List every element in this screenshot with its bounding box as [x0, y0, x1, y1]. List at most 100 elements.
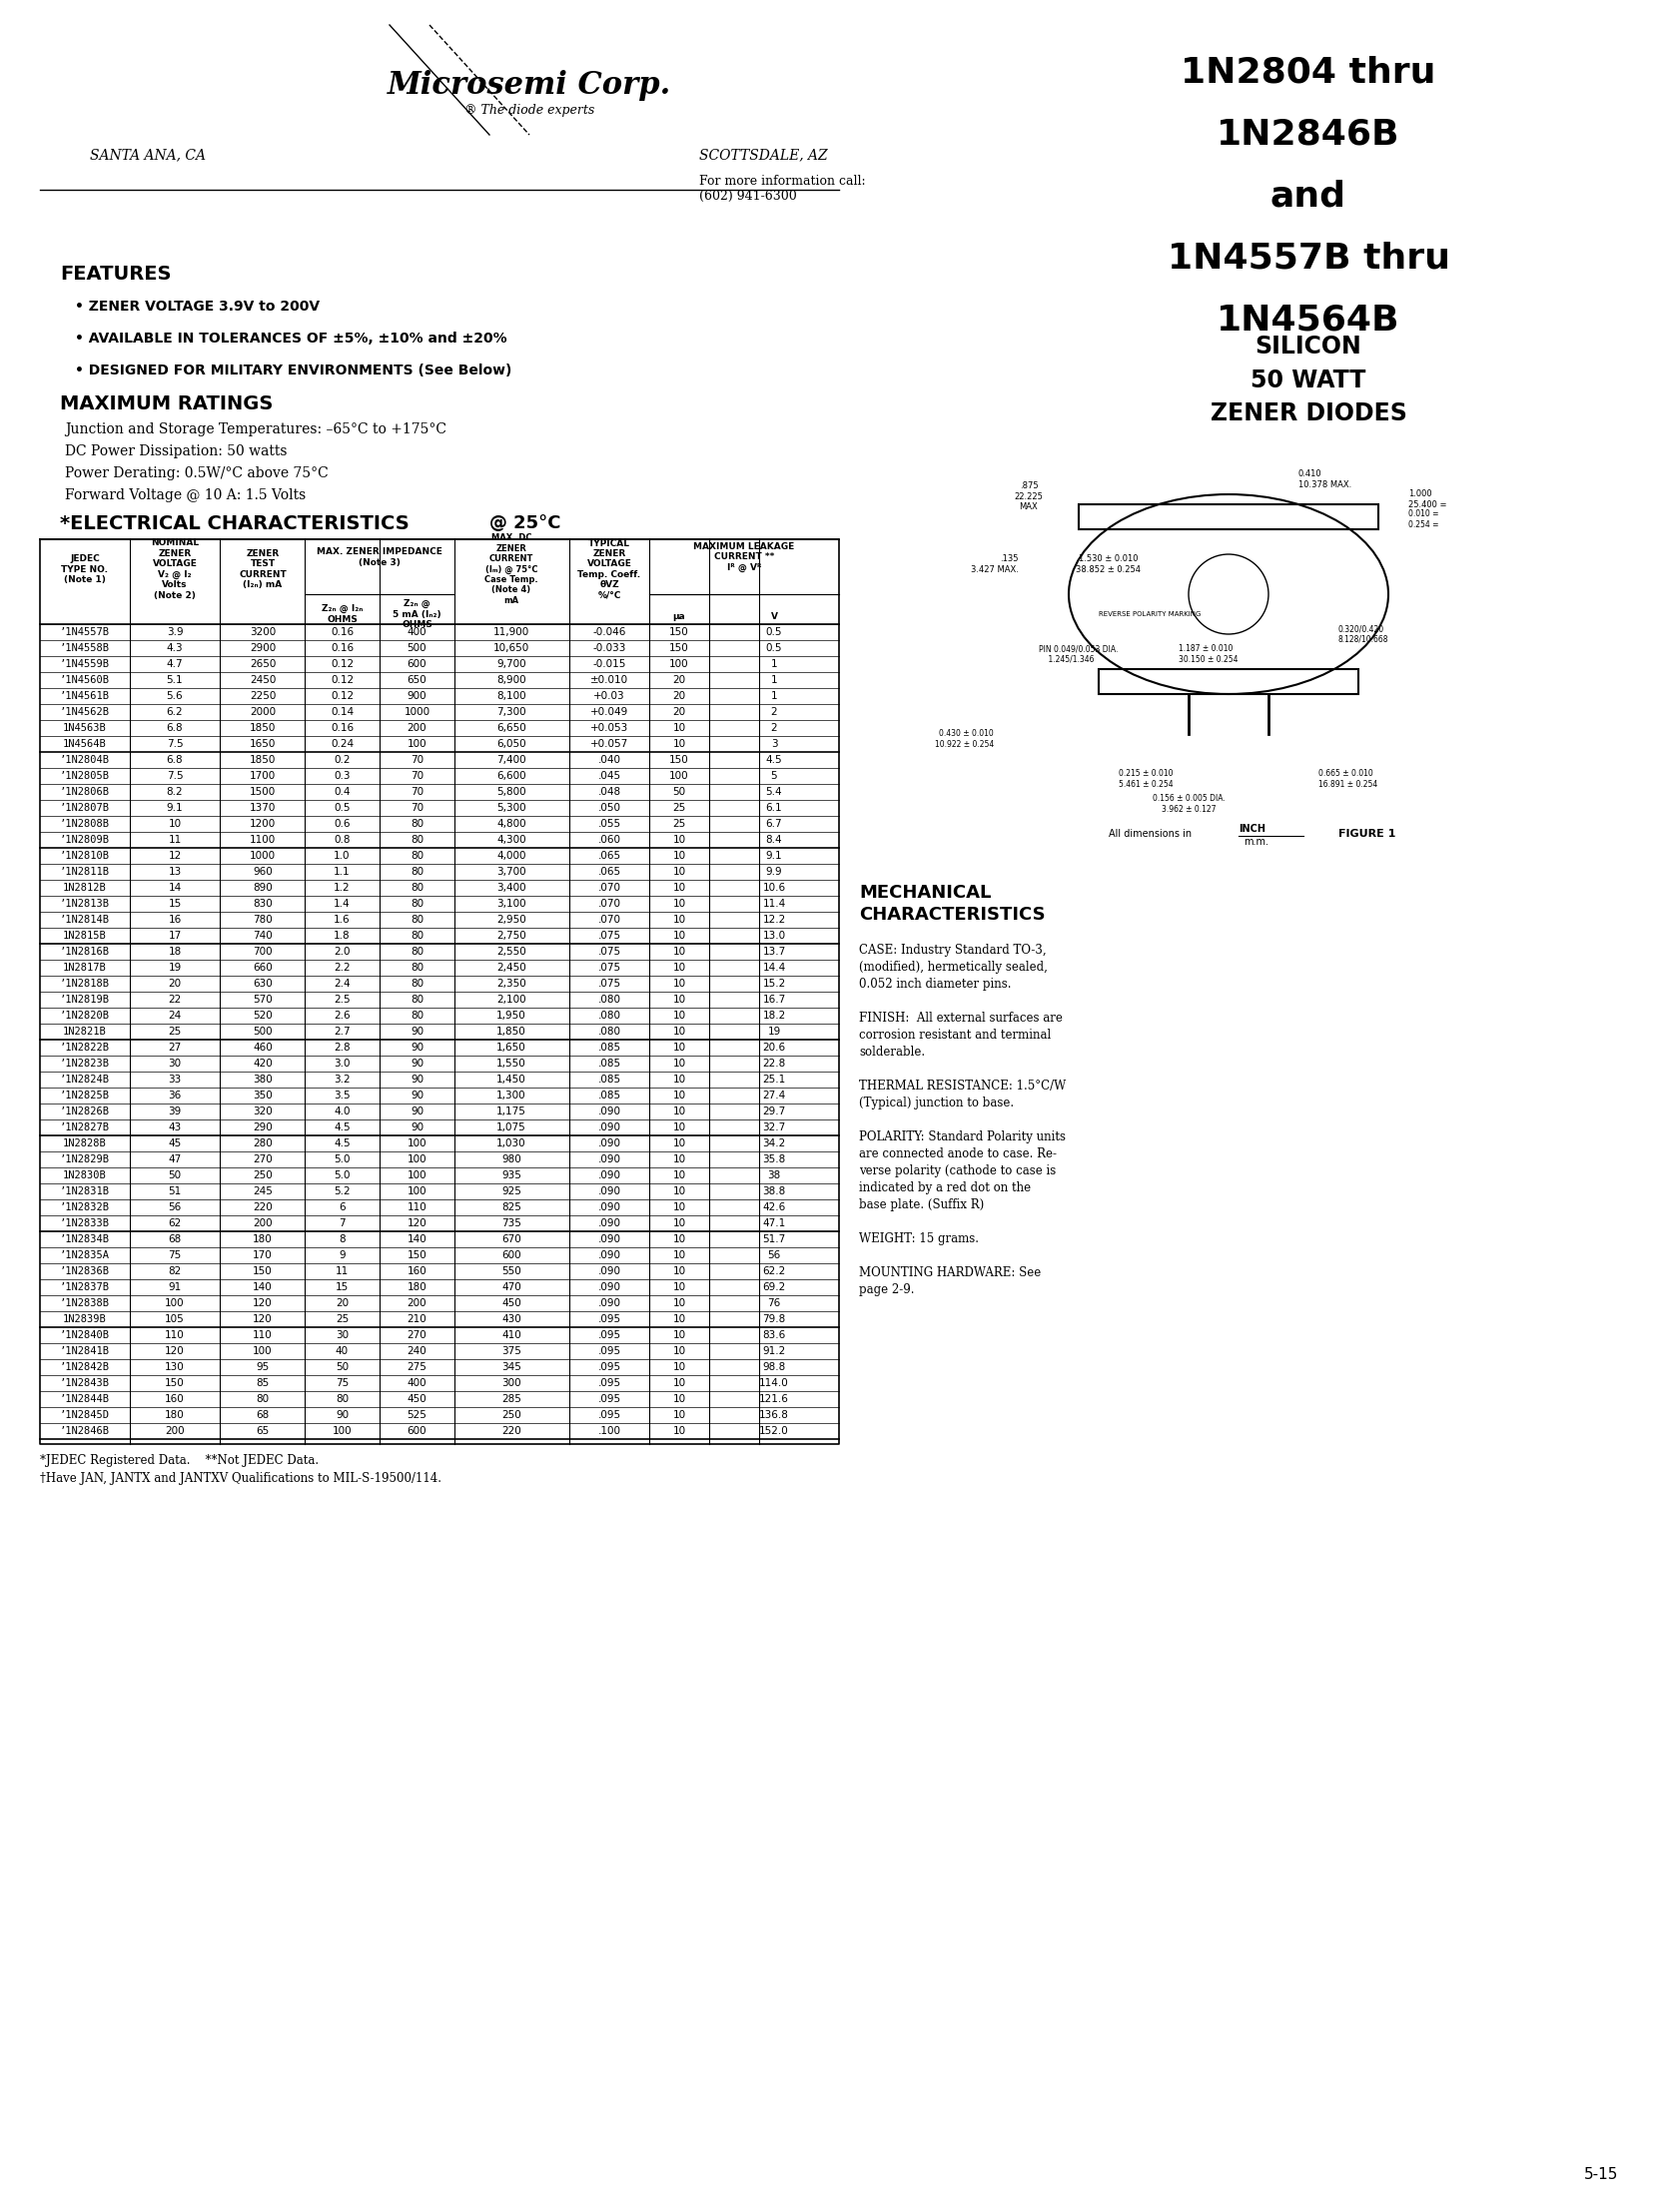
Text: 420: 420	[252, 1060, 272, 1068]
Text: 600: 600	[408, 1427, 426, 1436]
Text: 5: 5	[770, 772, 777, 781]
Text: .095: .095	[597, 1378, 620, 1389]
Text: 20: 20	[672, 708, 685, 717]
Text: .095: .095	[597, 1363, 620, 1371]
Text: 10: 10	[169, 818, 180, 830]
Text: 7.5: 7.5	[167, 772, 184, 781]
Text: (modified), hermetically sealed,: (modified), hermetically sealed,	[859, 960, 1048, 973]
Text: 80: 80	[256, 1394, 269, 1405]
Text: 0.14: 0.14	[331, 708, 354, 717]
Text: 4,300: 4,300	[496, 834, 526, 845]
Text: 1500: 1500	[249, 787, 276, 796]
Text: 100: 100	[408, 1170, 426, 1181]
Text: 1850: 1850	[249, 754, 276, 765]
Text: 11: 11	[169, 834, 180, 845]
Text: ® The diode experts: ® The diode experts	[465, 104, 595, 117]
Text: 110: 110	[408, 1203, 426, 1212]
Text: 2,550: 2,550	[496, 947, 526, 958]
Text: 80: 80	[409, 978, 423, 989]
Text: 520: 520	[252, 1011, 272, 1020]
Text: .070: .070	[598, 898, 620, 909]
Text: Junction and Storage Temperatures: –65°C to +175°C: Junction and Storage Temperatures: –65°C…	[65, 422, 446, 436]
Text: 500: 500	[408, 644, 426, 653]
Text: 24: 24	[169, 1011, 180, 1020]
Text: 45: 45	[169, 1139, 180, 1148]
Text: 200: 200	[408, 723, 426, 732]
Text: 136.8: 136.8	[759, 1409, 789, 1420]
Text: ’1N4559B: ’1N4559B	[60, 659, 110, 668]
Text: ’1N2846B: ’1N2846B	[60, 1427, 110, 1436]
Text: 35.8: 35.8	[762, 1155, 785, 1164]
Text: +0.057: +0.057	[590, 739, 628, 750]
Text: 34.2: 34.2	[762, 1139, 785, 1148]
Text: 75: 75	[336, 1378, 349, 1389]
Text: 10: 10	[672, 739, 685, 750]
Text: TYPICAL
ZENER
VOLTAGE
Temp. Coeff.
θVZ
%/°C: TYPICAL ZENER VOLTAGE Temp. Coeff. θVZ %…	[578, 540, 640, 599]
Text: 6,050: 6,050	[496, 739, 526, 750]
Text: MAX. ZENER IMPEDANCE
(Note 3): MAX. ZENER IMPEDANCE (Note 3)	[316, 549, 443, 566]
Text: 200: 200	[252, 1219, 272, 1228]
Text: ’1N2840B: ’1N2840B	[60, 1329, 110, 1340]
Text: 90: 90	[409, 1091, 423, 1102]
Text: 1.1: 1.1	[334, 867, 351, 876]
Text: 6.8: 6.8	[167, 754, 184, 765]
Text: 9,700: 9,700	[496, 659, 526, 668]
Text: corrosion resistant and terminal: corrosion resistant and terminal	[859, 1029, 1051, 1042]
Text: 1N2830B: 1N2830B	[63, 1170, 107, 1181]
Text: .075: .075	[597, 978, 620, 989]
Text: ’1N2816B: ’1N2816B	[60, 947, 110, 958]
Text: 68: 68	[256, 1409, 269, 1420]
Text: 570: 570	[252, 995, 272, 1004]
Text: 0.052 inch diameter pins.: 0.052 inch diameter pins.	[859, 978, 1011, 991]
Text: 1,175: 1,175	[496, 1106, 526, 1117]
Text: All dimensions in: All dimensions in	[1108, 830, 1191, 838]
Text: 735: 735	[501, 1219, 521, 1228]
Text: 2.2: 2.2	[334, 962, 351, 973]
Text: .090: .090	[598, 1186, 620, 1197]
Text: .095: .095	[597, 1329, 620, 1340]
Text: 250: 250	[252, 1170, 272, 1181]
Text: ’1N2837B: ’1N2837B	[60, 1283, 110, 1292]
Text: 4,800: 4,800	[496, 818, 526, 830]
Text: 0.430 ± 0.010
10.922 ± 0.254: 0.430 ± 0.010 10.922 ± 0.254	[934, 730, 993, 748]
Text: 740: 740	[252, 931, 272, 940]
Text: 1100: 1100	[249, 834, 276, 845]
Text: ’1N2841B: ’1N2841B	[60, 1347, 110, 1356]
Text: 1.2: 1.2	[334, 883, 351, 894]
Text: MOUNTING HARDWARE: See: MOUNTING HARDWARE: See	[859, 1265, 1041, 1279]
Text: -0.046: -0.046	[592, 628, 625, 637]
Text: DC Power Dissipation: 50 watts: DC Power Dissipation: 50 watts	[65, 445, 287, 458]
Text: -0.015: -0.015	[592, 659, 625, 668]
Text: 80: 80	[409, 995, 423, 1004]
Text: 56: 56	[169, 1203, 180, 1212]
Text: 160: 160	[165, 1394, 184, 1405]
Text: .090: .090	[598, 1170, 620, 1181]
Text: ’1N2831B: ’1N2831B	[60, 1186, 110, 1197]
Text: 780: 780	[252, 916, 272, 925]
Text: 0.12: 0.12	[331, 675, 354, 686]
Text: 1.000
25.400 =: 1.000 25.400 =	[1407, 489, 1445, 509]
Text: page 2-9.: page 2-9.	[859, 1283, 914, 1296]
Text: 8,100: 8,100	[496, 690, 526, 701]
Text: 10: 10	[672, 1170, 685, 1181]
Text: 0.5: 0.5	[765, 628, 782, 637]
Text: verse polarity (cathode to case is: verse polarity (cathode to case is	[859, 1164, 1056, 1177]
Text: ’1N2826B: ’1N2826B	[60, 1106, 110, 1117]
Text: 1200: 1200	[249, 818, 276, 830]
Text: 0.16: 0.16	[331, 644, 354, 653]
Text: ’1N2807B: ’1N2807B	[60, 803, 110, 812]
Text: 460: 460	[252, 1042, 272, 1053]
Text: INCH: INCH	[1238, 823, 1265, 834]
Text: +0.049: +0.049	[590, 708, 628, 717]
Text: 80: 80	[409, 947, 423, 958]
Text: 1.6: 1.6	[334, 916, 351, 925]
Text: 6: 6	[339, 1203, 346, 1212]
Text: ’1N2814B: ’1N2814B	[60, 916, 110, 925]
Text: .048: .048	[597, 787, 620, 796]
Text: .100: .100	[598, 1427, 620, 1436]
Text: 90: 90	[409, 1042, 423, 1053]
Text: 80: 80	[409, 852, 423, 860]
Text: ’1N2810B: ’1N2810B	[60, 852, 110, 860]
Text: .090: .090	[598, 1250, 620, 1261]
Text: 16: 16	[169, 916, 180, 925]
